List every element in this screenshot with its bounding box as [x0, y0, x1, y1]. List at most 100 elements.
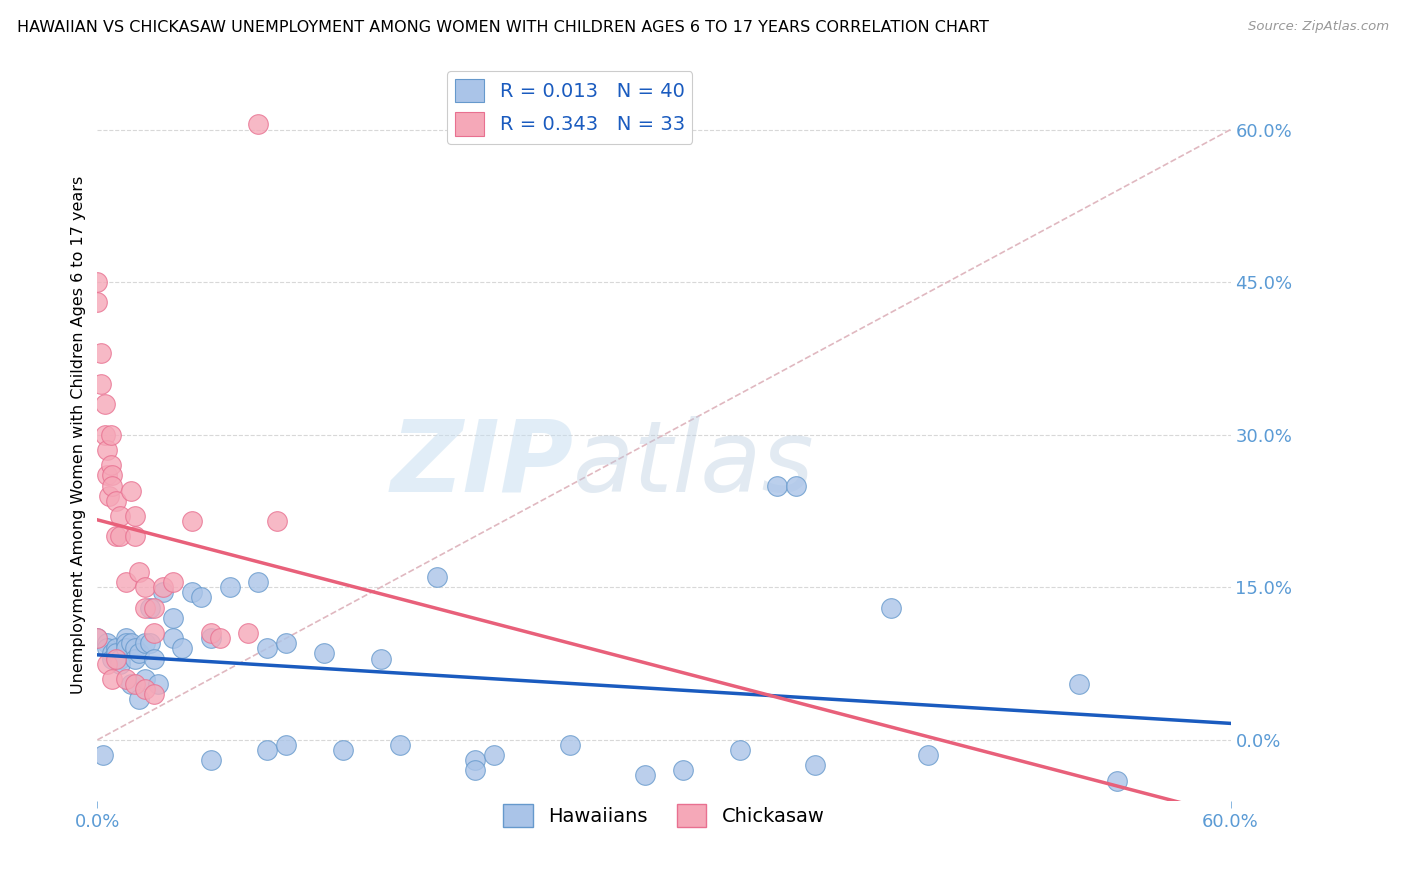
Point — [101, 672, 124, 686]
Point — [370, 651, 392, 665]
Legend: Hawaiians, Chickasaw: Hawaiians, Chickasaw — [496, 796, 832, 835]
Point — [134, 600, 156, 615]
Text: Source: ZipAtlas.com: Source: ZipAtlas.com — [1249, 20, 1389, 33]
Point — [120, 636, 142, 650]
Point — [152, 585, 174, 599]
Point — [190, 591, 212, 605]
Point — [200, 753, 222, 767]
Text: atlas: atlas — [574, 416, 815, 513]
Point — [143, 687, 166, 701]
Point — [146, 677, 169, 691]
Point — [101, 468, 124, 483]
Point — [120, 677, 142, 691]
Point — [105, 651, 128, 665]
Point — [672, 764, 695, 778]
Point — [114, 636, 136, 650]
Point — [162, 631, 184, 645]
Point — [464, 764, 486, 778]
Point — [464, 753, 486, 767]
Point — [785, 478, 807, 492]
Point — [256, 743, 278, 757]
Point — [100, 427, 122, 442]
Point — [96, 636, 118, 650]
Point — [143, 651, 166, 665]
Point — [143, 600, 166, 615]
Point — [114, 631, 136, 645]
Point — [100, 458, 122, 473]
Point — [728, 743, 751, 757]
Y-axis label: Unemployment Among Women with Children Ages 6 to 17 years: Unemployment Among Women with Children A… — [72, 176, 86, 694]
Text: HAWAIIAN VS CHICKASAW UNEMPLOYMENT AMONG WOMEN WITH CHILDREN AGES 6 TO 17 YEARS : HAWAIIAN VS CHICKASAW UNEMPLOYMENT AMONG… — [17, 20, 988, 35]
Point — [134, 636, 156, 650]
Point — [276, 738, 298, 752]
Point — [86, 275, 108, 289]
Point — [139, 600, 162, 615]
Point — [128, 647, 150, 661]
Point — [96, 657, 118, 671]
Point — [482, 748, 505, 763]
Point — [108, 509, 131, 524]
Point — [134, 681, 156, 696]
Point — [114, 641, 136, 656]
Point — [108, 657, 131, 671]
Point — [162, 575, 184, 590]
Point — [143, 626, 166, 640]
Point — [332, 743, 354, 757]
Point — [917, 748, 939, 763]
Point — [312, 647, 335, 661]
Point — [266, 514, 288, 528]
Point — [162, 611, 184, 625]
Point — [105, 641, 128, 656]
Point — [108, 651, 131, 665]
Point — [105, 647, 128, 661]
Point — [139, 636, 162, 650]
Point — [101, 651, 124, 665]
Point — [94, 397, 117, 411]
Point — [96, 442, 118, 457]
Point — [105, 493, 128, 508]
Point — [90, 376, 112, 391]
Point — [124, 641, 146, 656]
Point — [1069, 677, 1091, 691]
Point — [134, 672, 156, 686]
Point — [426, 570, 449, 584]
Point — [86, 295, 108, 310]
Point — [256, 641, 278, 656]
Point — [124, 677, 146, 691]
Point — [97, 489, 120, 503]
Point — [96, 468, 118, 483]
Point — [180, 585, 202, 599]
Point — [86, 631, 108, 645]
Point — [879, 600, 901, 615]
Point — [91, 748, 114, 763]
Point — [128, 692, 150, 706]
Point — [114, 672, 136, 686]
Point — [152, 580, 174, 594]
Point — [96, 641, 118, 656]
Point — [246, 118, 269, 132]
Point — [200, 626, 222, 640]
Point — [1107, 773, 1129, 788]
Point — [766, 478, 789, 492]
Point — [90, 346, 112, 360]
Point — [172, 641, 194, 656]
Point — [246, 575, 269, 590]
Point — [120, 483, 142, 498]
Point — [200, 631, 222, 645]
Point — [94, 427, 117, 442]
Point — [124, 529, 146, 543]
Point — [388, 738, 411, 752]
Point — [108, 529, 131, 543]
Point — [134, 580, 156, 594]
Point — [180, 514, 202, 528]
Point — [276, 636, 298, 650]
Point — [114, 575, 136, 590]
Text: ZIP: ZIP — [391, 416, 574, 513]
Point — [558, 738, 581, 752]
Point — [101, 478, 124, 492]
Point — [209, 631, 232, 645]
Point — [128, 565, 150, 579]
Point — [105, 529, 128, 543]
Point — [218, 580, 240, 594]
Point — [634, 768, 657, 782]
